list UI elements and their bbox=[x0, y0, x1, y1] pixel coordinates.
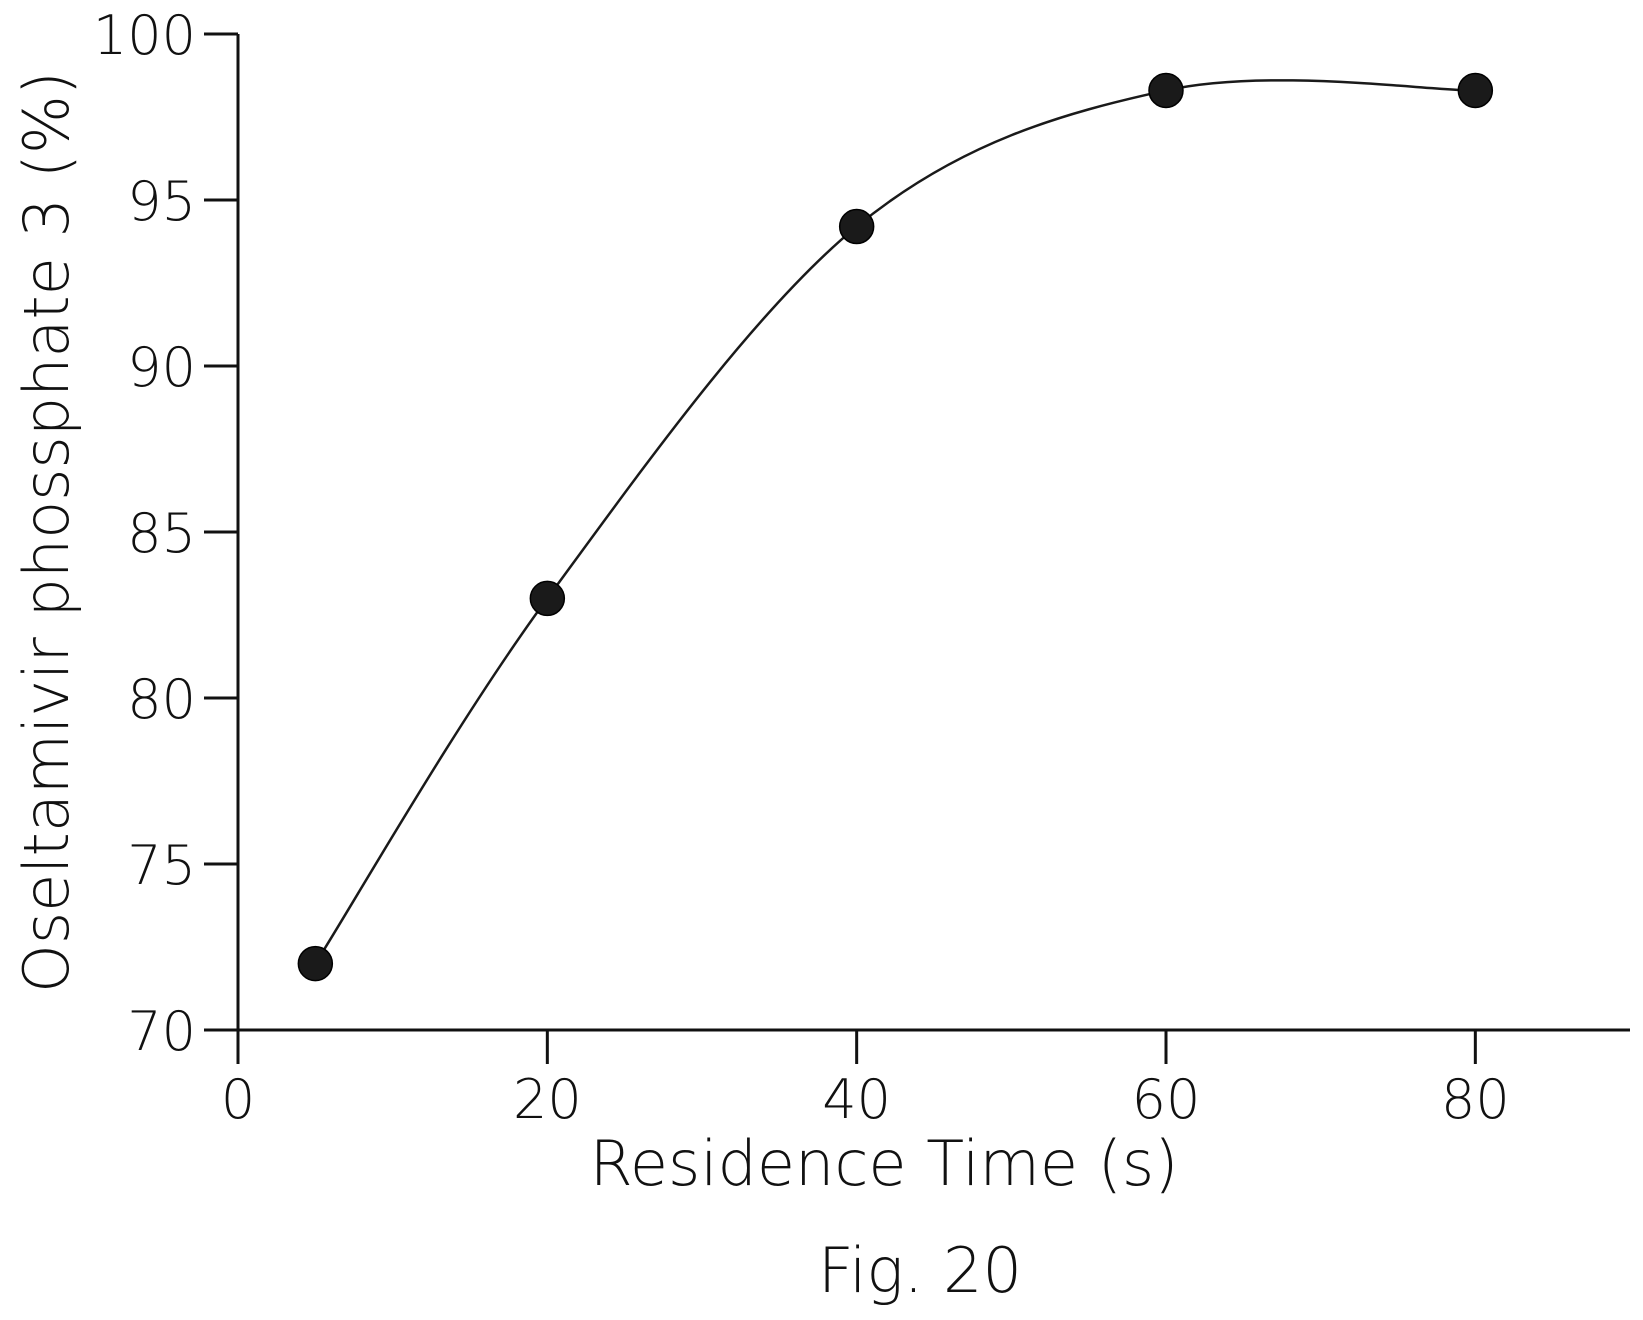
x-tick-label: 0 bbox=[221, 1068, 255, 1131]
y-axis-title: Oseltamivir phossphate 3 (%) bbox=[10, 71, 83, 993]
data-point bbox=[838, 208, 875, 245]
x-tick-label: 60 bbox=[1132, 1068, 1201, 1131]
data-point bbox=[1148, 72, 1184, 109]
y-tick-label: 90 bbox=[127, 336, 196, 399]
chart-ticks: 70 75 80 85 90 95 100 0 20 40 60 80 bbox=[93, 4, 1510, 1131]
x-axis-title: Residence Time (s) bbox=[590, 1127, 1179, 1200]
series-line bbox=[314, 79, 1476, 965]
y-tick-label: 75 bbox=[127, 834, 196, 897]
data-point bbox=[1457, 72, 1494, 109]
x-tick-label: 80 bbox=[1441, 1068, 1510, 1131]
y-tick-label: 85 bbox=[127, 502, 196, 565]
chart-series bbox=[297, 72, 1494, 982]
chart-axes bbox=[236, 34, 1630, 1032]
x-tick-label: 40 bbox=[822, 1068, 891, 1131]
data-point bbox=[297, 945, 334, 982]
x-tick-label: 20 bbox=[513, 1068, 582, 1131]
y-tick-label: 95 bbox=[127, 170, 196, 233]
data-point bbox=[529, 580, 566, 617]
chart-labels: Residence Time (s) Oseltamivir phossphat… bbox=[10, 71, 1178, 1307]
y-tick-label: 80 bbox=[127, 668, 196, 731]
y-tick-label: 100 bbox=[93, 4, 196, 67]
y-tick-label: 70 bbox=[127, 1000, 196, 1063]
figure-caption: Fig. 20 bbox=[818, 1234, 1022, 1307]
